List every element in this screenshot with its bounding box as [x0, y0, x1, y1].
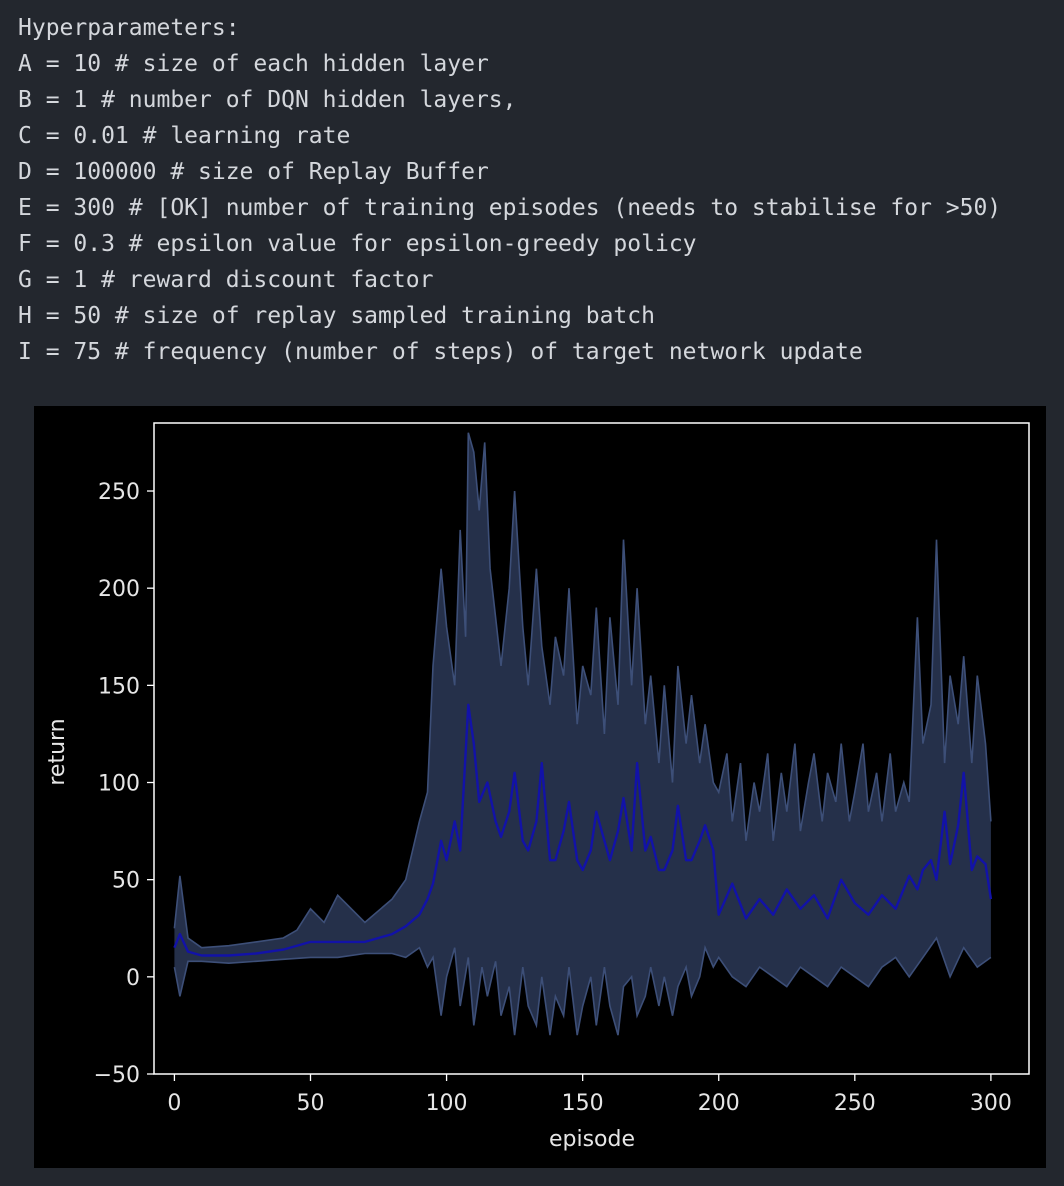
y-ticks: −50 0 50 100 150 200 250: [94, 480, 154, 1088]
x-tick-label: 150: [562, 1091, 604, 1116]
output-line-c: C = 0.01 # learning rate: [18, 123, 351, 149]
x-axis-label: episode: [549, 1127, 635, 1152]
plot-figure: 0 50 100 150 200 250 300 −50 0 50 100 150 200 250 ep…: [34, 406, 1046, 1168]
output-line-i: I = 75 # frequency (number of steps) of …: [18, 339, 863, 365]
axes-frame: [153, 422, 1030, 1075]
mean-return-line: [173, 703, 993, 957]
x-tick-label: 100: [426, 1091, 468, 1116]
y-tick-label: 250: [98, 480, 140, 505]
confidence-band: [174, 432, 991, 1036]
x-tick-label: 50: [296, 1091, 324, 1116]
x-tick-label: 0: [167, 1091, 181, 1116]
mean-layer: [173, 703, 993, 957]
output-line-d: D = 100000 # size of Replay Buffer: [18, 159, 489, 185]
lower-bound-line: [173, 936, 992, 1036]
y-tick-label: 100: [98, 772, 140, 797]
return-chart: 0 50 100 150 200 250 300 −50 0 50 100 150 200 250 ep…: [45, 422, 1030, 1152]
band-layer: [173, 432, 992, 1036]
x-tick-label: 250: [834, 1091, 876, 1116]
cell-output-text: Hyperparameters: A = 10 # size of each hi…: [18, 10, 1001, 370]
y-tick-label: 0: [126, 966, 140, 991]
output-line-b: B = 1 # number of DQN hidden layers,: [18, 87, 517, 113]
y-tick-label: 200: [98, 577, 140, 602]
output-line-e: E = 300 # [OK] number of training episod…: [18, 195, 1002, 221]
x-tick-label: 300: [970, 1091, 1012, 1116]
output-line-header: Hyperparameters:: [18, 15, 240, 41]
upper-bound-line: [173, 432, 992, 949]
y-tick-label: 50: [112, 869, 140, 894]
y-axis-label: return: [45, 718, 70, 785]
output-line-f: F = 0.3 # epsilon value for epsilon-gree…: [18, 231, 697, 257]
output-line-g: G = 1 # reward discount factor: [18, 267, 434, 293]
output-line-a: A = 10 # size of each hidden layer: [18, 51, 489, 77]
x-ticks: 0 50 100 150 200 250 300: [167, 1074, 1012, 1116]
x-tick-label: 200: [698, 1091, 740, 1116]
output-line-h: H = 50 # size of replay sampled training…: [18, 303, 655, 329]
y-tick-label: 150: [98, 674, 140, 699]
y-tick-label: −50: [94, 1063, 140, 1088]
